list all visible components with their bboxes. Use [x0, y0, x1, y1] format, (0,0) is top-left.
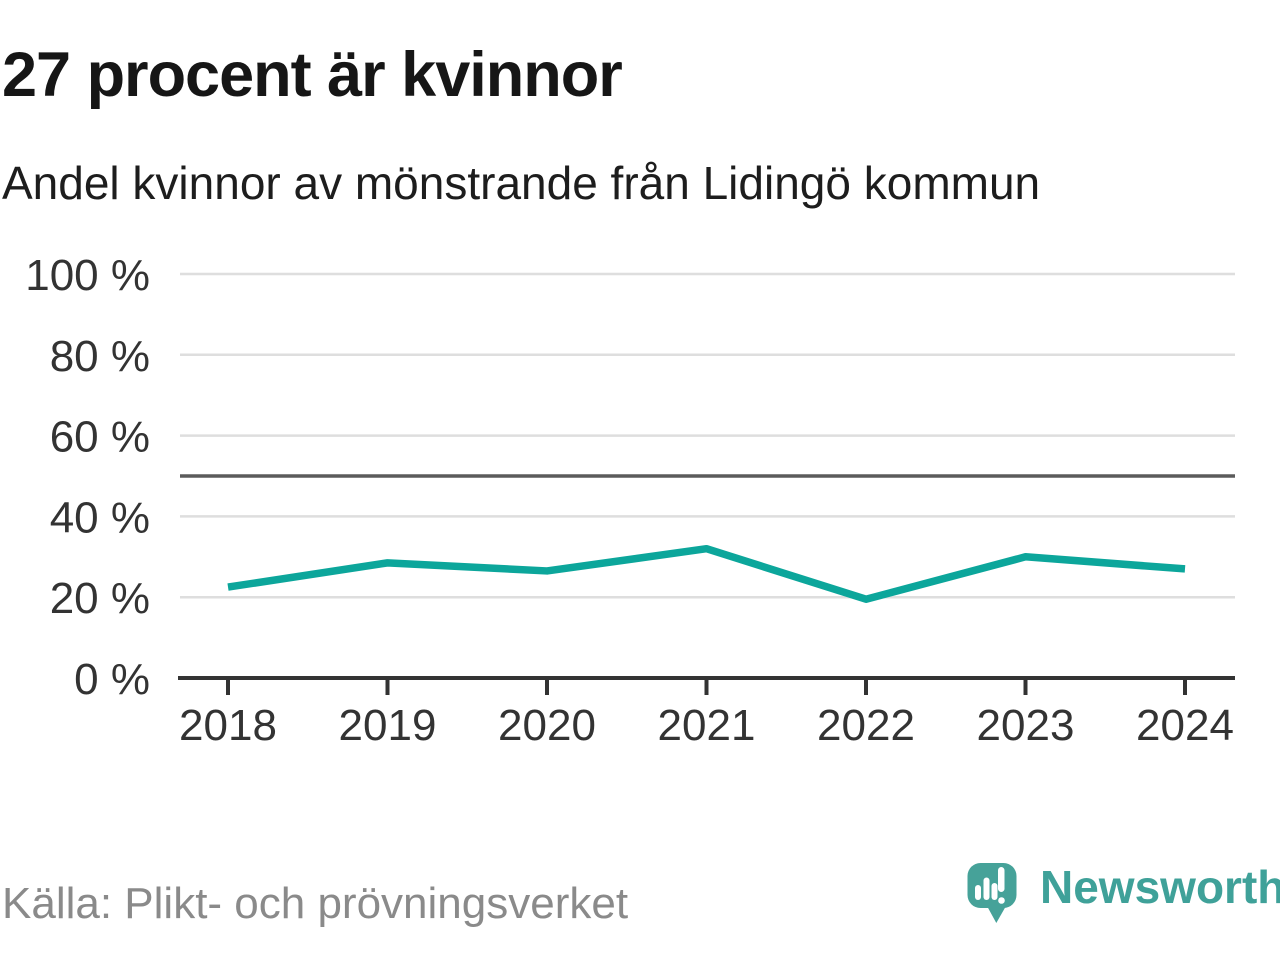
- source-note: Källa: Plikt- och prövningsverket: [2, 879, 629, 928]
- x-tick-label: 2020: [498, 701, 596, 750]
- y-tick-label: 60 %: [50, 413, 150, 462]
- y-tick-label: 100 %: [25, 251, 150, 300]
- x-tick-label: 2024: [1136, 701, 1234, 750]
- x-tick-label: 2019: [339, 701, 437, 750]
- chart-title: 27 procent är kvinnor: [2, 40, 623, 110]
- y-tick-label: 40 %: [50, 493, 150, 542]
- chart-subtitle: Andel kvinnor av mönstrande från Lidingö…: [2, 157, 1041, 209]
- line-chart: 0 % 20 % 40 % 60 % 80 % 100 % 2018 2019 2020 2021…: [25, 251, 1235, 750]
- x-tick-label: 2022: [817, 701, 915, 750]
- data-line: [227, 544, 1186, 603]
- newsworthy-logo: Newsworthy: [962, 858, 1280, 930]
- y-tick-label: 20 %: [50, 574, 150, 623]
- y-tick-label: 0 %: [74, 655, 150, 704]
- x-tick-label: 2021: [658, 701, 756, 750]
- newsworthy-logo-icon: [967, 863, 1017, 923]
- y-tick-label: 80 %: [50, 332, 150, 381]
- newsworthy-logo-text: Newsworthy: [1040, 861, 1280, 913]
- x-tick-label: 2018: [179, 701, 277, 750]
- x-tick-label: 2023: [977, 701, 1075, 750]
